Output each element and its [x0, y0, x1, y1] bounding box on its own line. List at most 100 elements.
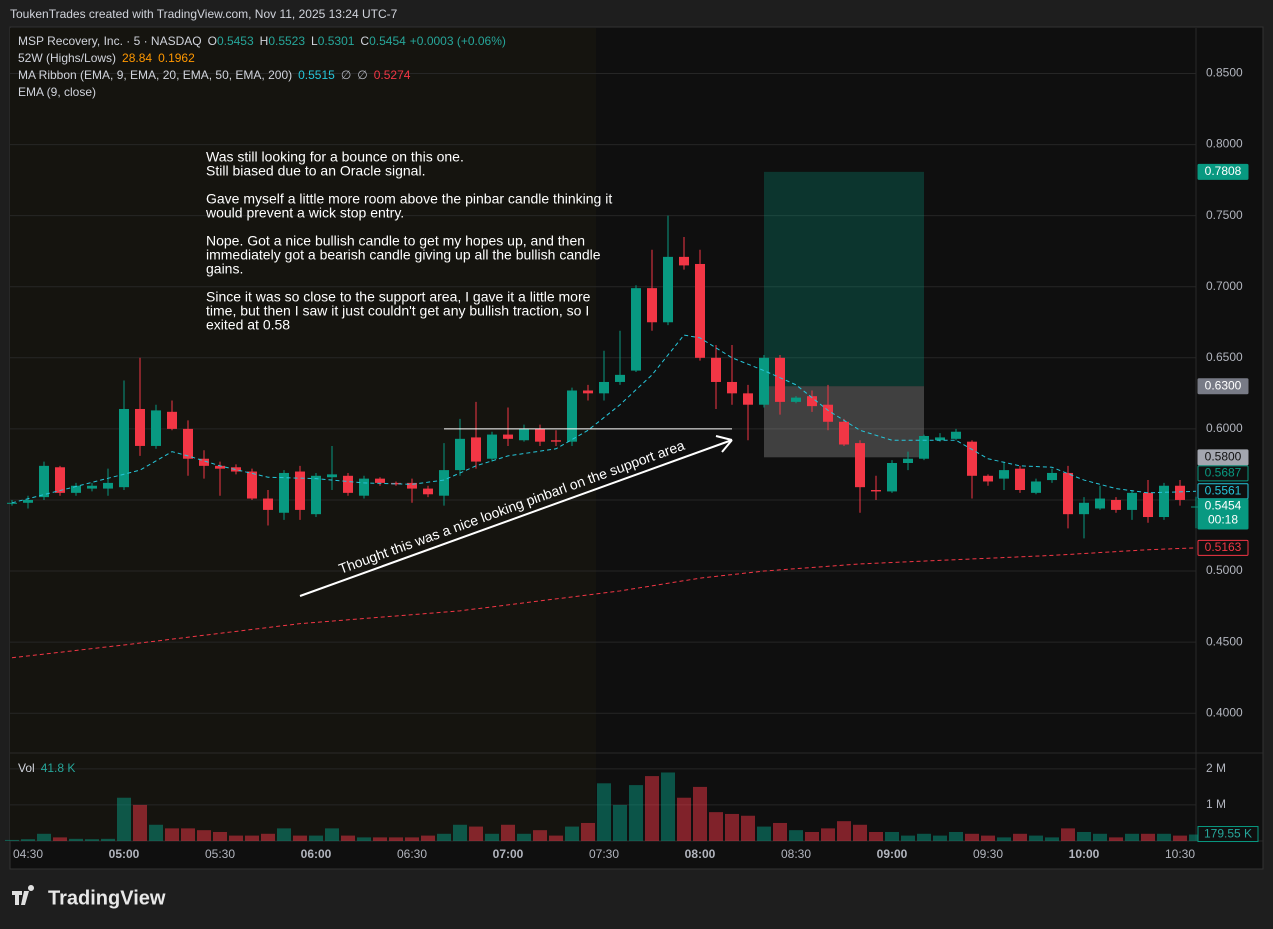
candle-body	[23, 499, 33, 503]
volume-bar	[981, 835, 995, 841]
annotation-line: Was still looking for a bounce on this o…	[206, 149, 464, 165]
candle-body	[455, 438, 465, 471]
volume-bar	[597, 783, 611, 841]
candle-body	[951, 431, 961, 439]
candle-body	[1175, 485, 1185, 500]
candle-body	[215, 465, 225, 469]
candle-body	[279, 472, 289, 513]
candle-body	[727, 381, 737, 394]
indicator-name: 52W (Highs/Lows)	[18, 51, 116, 65]
volume-bar	[229, 835, 243, 841]
volume-bar	[901, 835, 915, 841]
candle-body	[199, 458, 209, 466]
legend-row: MSP Recovery, Inc. · 5 · NASDAQ O0.5453 H0…	[18, 34, 506, 48]
x-tick-label: 05:00	[109, 847, 140, 861]
candle-body	[1111, 499, 1121, 510]
annotation-line: gains.	[206, 261, 243, 277]
y-tick-label: 0.5000	[1206, 563, 1243, 577]
price-label-box	[1197, 378, 1249, 395]
y-tick-label: 0.8000	[1206, 137, 1243, 151]
indicator-name: MA Ribbon (EMA, 9, EMA, 20, EMA, 50, EMA…	[18, 68, 292, 82]
ohlc-key: O	[208, 34, 217, 48]
volume-bar	[1045, 837, 1059, 841]
volume-bar	[373, 837, 387, 841]
ohlc-key: H	[260, 34, 269, 48]
volume-bar	[933, 835, 947, 841]
volume-bar	[53, 837, 67, 841]
candle-body	[919, 435, 929, 459]
price-label-box	[1197, 498, 1249, 530]
candle-body	[839, 421, 849, 445]
candle-body	[103, 482, 113, 489]
x-tick-label: 07:30	[589, 847, 619, 861]
indicator-value: 0.5515	[298, 68, 335, 82]
candle-body	[391, 482, 401, 485]
price-label-box	[1197, 465, 1249, 482]
indicator-value: ∅	[341, 68, 351, 82]
y-tick-label: 0.4500	[1206, 634, 1243, 648]
volume-bar	[613, 804, 627, 841]
volume-bar	[853, 824, 867, 841]
volume-bar	[1173, 835, 1187, 841]
volume-bar	[1189, 834, 1203, 841]
x-tick-label: 08:00	[685, 847, 716, 861]
volume-bar	[117, 797, 131, 841]
ohlc-key: L	[311, 34, 318, 48]
candle-body	[1191, 506, 1201, 508]
candle-body	[615, 374, 625, 382]
volume-bar	[1077, 831, 1091, 841]
candle-body	[519, 428, 529, 441]
volume-bar	[37, 833, 51, 841]
indicator-value: 0.1962	[158, 51, 195, 65]
volume-bar	[5, 839, 19, 841]
x-tick-label: 08:30	[781, 847, 811, 861]
candle-body	[55, 467, 65, 493]
candle-body	[871, 490, 881, 492]
legend-row: 52W (Highs/Lows) 28.84 0.1962	[18, 51, 195, 65]
candle-body	[887, 463, 897, 492]
volume-bar	[789, 830, 803, 841]
volume-bar	[501, 824, 515, 841]
price-label-text: 0.6300	[1205, 378, 1242, 392]
volume-bar	[565, 826, 579, 841]
candle-body	[71, 485, 81, 493]
volume-bar	[213, 831, 227, 841]
x-tick-label: 05:30	[205, 847, 235, 861]
volume-bar	[325, 828, 339, 841]
x-tick-label: 09:00	[877, 847, 908, 861]
legend-row: EMA (9, close)	[18, 85, 96, 99]
vol-tick-label: 2 M	[1206, 761, 1226, 775]
volume-bar	[277, 828, 291, 841]
volume-bar	[1141, 833, 1155, 841]
candle-body	[999, 470, 1009, 479]
candle-body	[599, 381, 609, 394]
candle-body	[551, 440, 561, 442]
candle-body	[263, 498, 273, 510]
annotation-line: Since it was so close to the support are…	[206, 289, 591, 305]
y-tick-label: 0.4000	[1206, 705, 1243, 719]
candle-body	[679, 256, 689, 266]
ohlc-value: 0.5301	[318, 34, 355, 48]
volume-bar	[437, 833, 451, 841]
volume-bar	[709, 812, 723, 841]
vol-name: Vol	[18, 761, 35, 775]
candle-body	[631, 288, 641, 371]
ohlc-value: 0.5454	[369, 34, 406, 48]
volume-bar	[197, 830, 211, 841]
candle-body	[903, 458, 913, 463]
candle-body	[791, 397, 801, 402]
annotation-line: Nope. Got a nice bullish candle to get m…	[206, 233, 585, 249]
candle-body	[1095, 498, 1105, 509]
volume-bar	[869, 831, 883, 841]
volume-bar	[805, 831, 819, 841]
attribution: ToukenTrades created with TradingView.co…	[10, 7, 398, 21]
volume-bar	[309, 835, 323, 841]
volume-bar	[773, 822, 787, 841]
candle-body	[855, 443, 865, 488]
ohlc-key: C	[360, 34, 369, 48]
candle-body	[935, 437, 945, 441]
candle-body	[151, 410, 161, 446]
candle-body	[135, 408, 145, 446]
candle-body	[583, 390, 593, 394]
candle-body	[167, 411, 177, 429]
